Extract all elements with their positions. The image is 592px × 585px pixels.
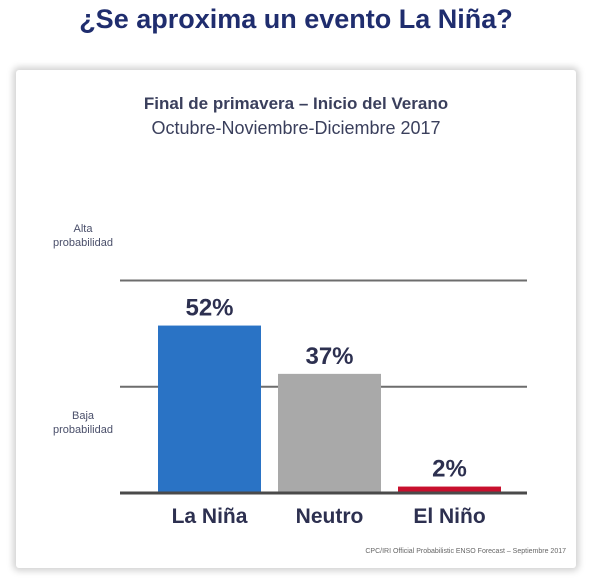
value-label-el-nino: 2% <box>432 456 467 483</box>
chart-title: Final de primavera – Inicio del Verano <box>143 94 449 113</box>
value-label-neutro: 37% <box>305 343 353 370</box>
bar-la-nina <box>158 325 261 493</box>
high-probability-label: Alta probabilidad <box>18 222 148 250</box>
bar-el-nino <box>398 486 501 493</box>
high-probability-line1: Alta <box>73 223 93 235</box>
chart-subtitle: Octubre-Noviembre-Diciembre 2017 <box>151 118 441 138</box>
bar-neutro <box>278 373 381 493</box>
high-probability-line2: probabilidad <box>53 237 113 249</box>
category-label-neutro: Neutro <box>296 505 364 528</box>
source-note: CPC/IRI Official Probabilistic ENSO Fore… <box>365 548 566 555</box>
low-probability-line1: Baja <box>71 410 95 422</box>
value-label-la-nina: 52% <box>185 295 233 322</box>
category-label-el-nino: El Niño <box>413 505 485 528</box>
category-label-la-nina: La Niña <box>172 505 248 528</box>
low-probability-label: Baja probabilidad <box>18 409 148 437</box>
page-title: ¿Se aproxima un evento La Niña? <box>79 4 513 34</box>
low-probability-line2: probabilidad <box>53 424 113 436</box>
